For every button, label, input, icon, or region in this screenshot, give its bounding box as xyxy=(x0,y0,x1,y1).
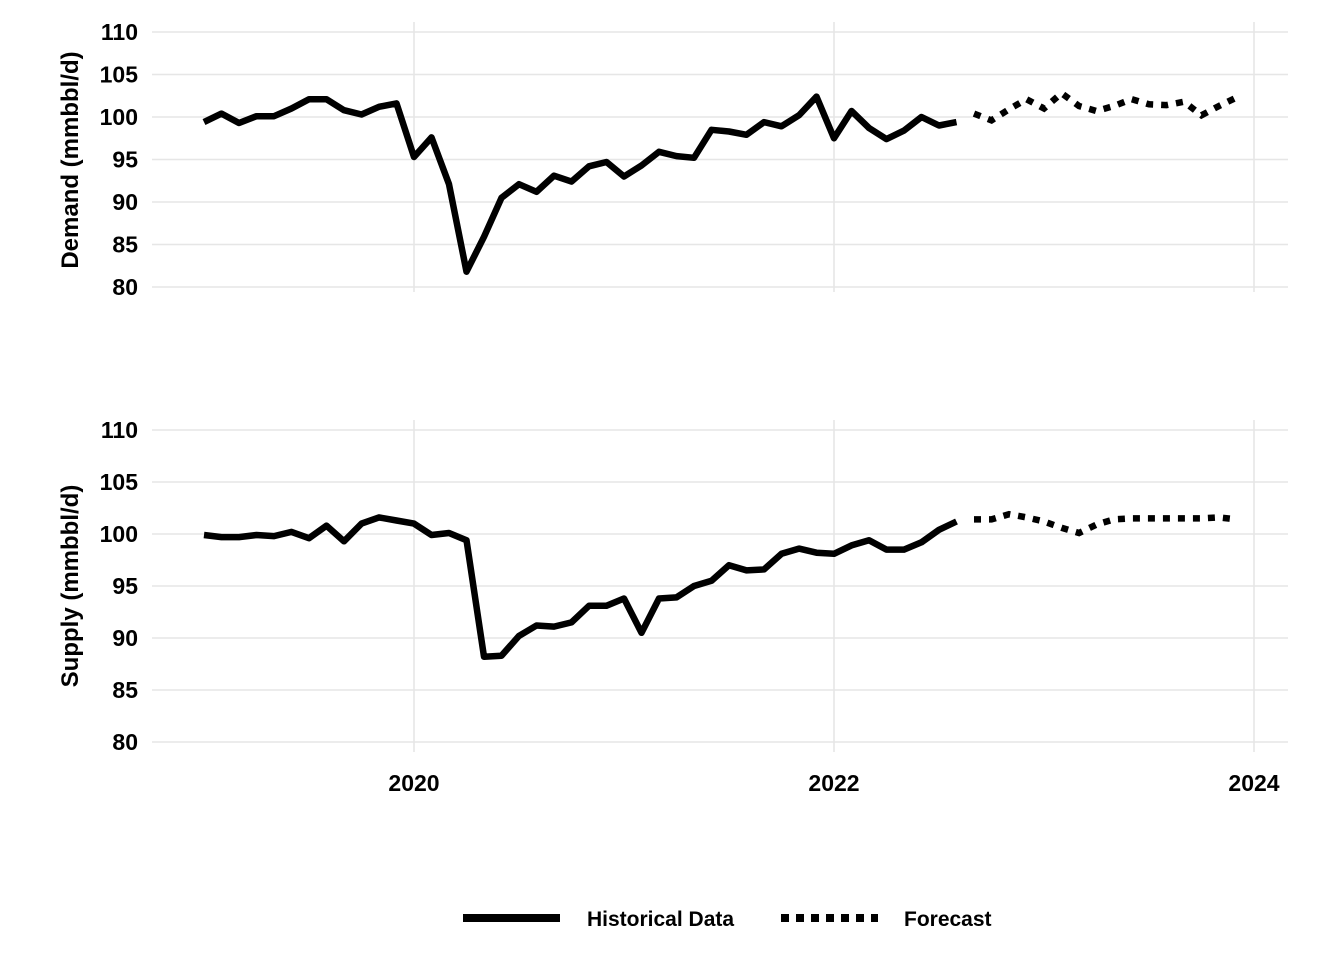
legend-label-forecast: Forecast xyxy=(904,908,992,931)
supply-y-ticks: 80 85 90 95 100 105 110 xyxy=(100,417,139,755)
y-tick-label: 95 xyxy=(112,573,138,599)
historical-line xyxy=(202,93,958,275)
forecast-line xyxy=(972,89,1238,125)
y-tick-label: 90 xyxy=(112,189,138,215)
y-tick-label: 100 xyxy=(100,521,138,547)
demand-y-axis-label: Demand (mmbbl/d) xyxy=(57,51,84,268)
forecast-line xyxy=(974,510,1237,537)
demand-y-ticks: 80 85 90 95 100 105 110 xyxy=(100,19,139,300)
x-tick-label: 2022 xyxy=(808,770,859,796)
y-tick-label: 105 xyxy=(100,62,139,88)
y-tick-label: 90 xyxy=(112,625,138,651)
y-tick-label: 100 xyxy=(100,104,138,130)
y-tick-label: 110 xyxy=(101,19,138,45)
supply-panel: 80 85 90 95 100 105 110 Supply (mmbbl/d) xyxy=(57,417,1288,755)
y-tick-label: 110 xyxy=(101,417,138,443)
y-tick-label: 80 xyxy=(112,729,138,755)
supply-y-axis-label: Supply (mmbbl/d) xyxy=(57,485,84,688)
demand-gridlines xyxy=(152,22,1288,292)
legend-label-historical: Historical Data xyxy=(587,908,734,931)
supply-gridlines xyxy=(152,420,1288,752)
x-axis-ticks: 2020 2022 2024 xyxy=(388,770,1279,796)
demand-panel: 80 85 90 95 100 105 110 Demand (mmbbl/d) xyxy=(57,19,1288,300)
y-tick-label: 95 xyxy=(112,147,138,173)
y-tick-label: 85 xyxy=(112,677,138,703)
y-tick-label: 105 xyxy=(100,469,139,495)
historical-line xyxy=(203,514,958,660)
y-tick-label: 80 xyxy=(112,274,138,300)
x-tick-label: 2024 xyxy=(1228,770,1279,796)
supply-lines xyxy=(203,510,1237,660)
x-tick-label: 2020 xyxy=(388,770,439,796)
demand-lines xyxy=(202,89,1238,275)
y-tick-label: 85 xyxy=(112,232,138,258)
legend: Historical Data Forecast xyxy=(463,908,992,931)
